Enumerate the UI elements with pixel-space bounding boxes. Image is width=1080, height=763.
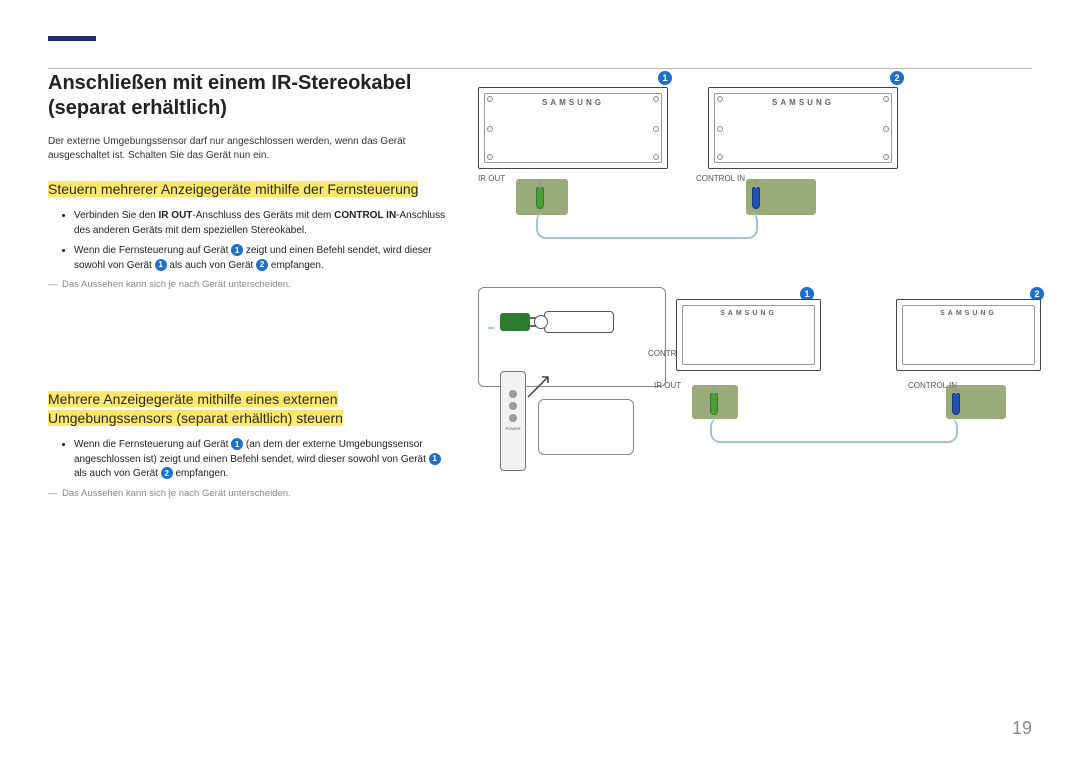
num-badge-2-icon: 2 bbox=[890, 71, 904, 85]
top-rule bbox=[48, 68, 1032, 69]
text: Verbinden Sie den bbox=[74, 210, 159, 221]
receiver-box bbox=[538, 399, 634, 455]
text: als auch von Gerät bbox=[74, 468, 161, 479]
port-label-control-in: CONTROL IN bbox=[696, 174, 745, 183]
plug-icon bbox=[500, 313, 530, 331]
section2-heading: Mehrere Anzeigegeräte mithilfe eines ext… bbox=[48, 391, 343, 426]
bullet-item: Wenn die Fernsteuerung auf Gerät 1 (an d… bbox=[74, 438, 448, 482]
jack-green-icon bbox=[710, 393, 718, 415]
cable-icon bbox=[710, 417, 958, 443]
device-panel: SAMSUNG bbox=[676, 299, 821, 371]
sensor-body bbox=[534, 311, 614, 333]
port-label-ir-out: IR OUT bbox=[654, 381, 681, 390]
brand-wordmark: SAMSUNG bbox=[720, 310, 777, 317]
device-panel: SAMSUNG bbox=[896, 299, 1041, 371]
bullet-item: Verbinden Sie den IR OUT-Anschluss des G… bbox=[74, 209, 448, 238]
text: Wenn die Fernsteuerung auf Gerät bbox=[74, 245, 231, 256]
text: Wenn die Fernsteuerung auf Gerät bbox=[74, 439, 231, 450]
num-badge-2-icon: 2 bbox=[256, 259, 268, 271]
remote-icon: POWER bbox=[500, 371, 526, 471]
text-bold: CONTROL IN bbox=[334, 210, 396, 221]
text-bold: IR OUT bbox=[159, 210, 193, 221]
num-badge-1-icon: 1 bbox=[231, 438, 243, 450]
bullet-item: Wenn die Fernsteuerung auf Gerät 1 zeigt… bbox=[74, 244, 448, 273]
diagram-1: 1 2 SAMSUNG SAMSUNG bbox=[478, 71, 1032, 261]
device-panel: SAMSUNG bbox=[708, 87, 898, 169]
device-panel: SAMSUNG bbox=[478, 87, 668, 169]
cable-icon bbox=[536, 211, 758, 239]
text: -Anschluss des Geräts mit dem bbox=[192, 210, 334, 221]
cable-icon bbox=[488, 327, 494, 329]
jack-blue-icon bbox=[752, 187, 760, 209]
text: empfangen. bbox=[268, 260, 324, 271]
jack-green-icon bbox=[536, 187, 544, 209]
num-badge-1-icon: 1 bbox=[155, 259, 167, 271]
diagram-2: 1 2 CONTROL IN POWER bbox=[478, 281, 1032, 501]
num-badge-2-icon: 2 bbox=[161, 467, 173, 479]
jack-blue-icon bbox=[952, 393, 960, 415]
accent-bar bbox=[48, 36, 96, 41]
note-text: Das Aussehen kann sich je nach Gerät unt… bbox=[62, 279, 448, 290]
signal-arrow-icon bbox=[526, 371, 556, 401]
note-text: Das Aussehen kann sich je nach Gerät unt… bbox=[62, 488, 448, 499]
text: empfangen. bbox=[173, 468, 229, 479]
intro-text: Der externe Umgebungssensor darf nur ang… bbox=[48, 135, 448, 162]
page-title: Anschließen mit einem IR-Stereokabel (se… bbox=[48, 71, 448, 121]
num-badge-1-icon: 1 bbox=[658, 71, 672, 85]
text: als auch von Gerät bbox=[167, 260, 257, 271]
brand-wordmark: SAMSUNG bbox=[940, 310, 997, 317]
page-number: 19 bbox=[1012, 718, 1032, 739]
section1-heading: Steuern mehrerer Anzeigegeräte mithilfe … bbox=[48, 181, 418, 197]
port-label-ir-out: IR OUT bbox=[478, 174, 505, 183]
num-badge-1-icon: 1 bbox=[429, 453, 441, 465]
num-badge-1-icon: 1 bbox=[231, 244, 243, 256]
